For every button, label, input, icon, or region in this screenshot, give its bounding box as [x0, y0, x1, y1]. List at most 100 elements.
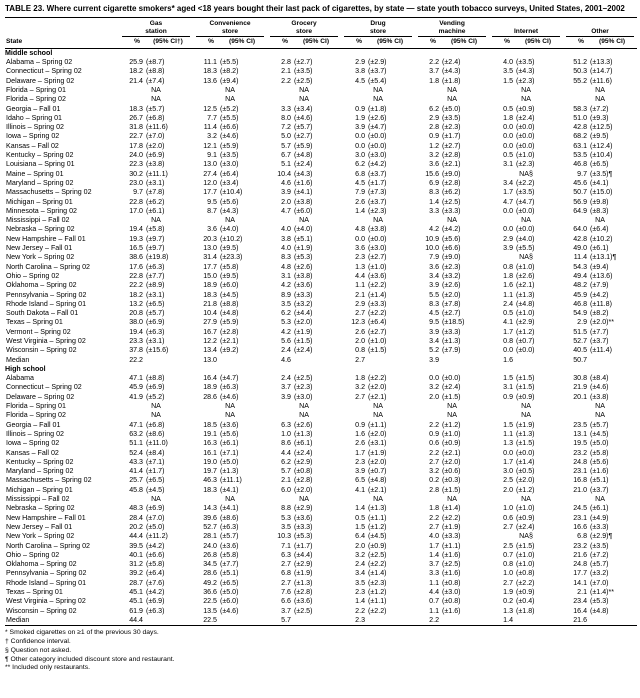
ci-header: (95% CI) — [217, 37, 268, 49]
ci-cell: (±6.5) — [590, 160, 609, 169]
ci-cell: (±1.5) — [294, 336, 313, 345]
ci-cell: (±5.9) — [220, 141, 239, 150]
state-cell: Kansas – Fall 02 — [6, 448, 59, 457]
table-row: Ohio – Spring 02 40.1 (±6.6) 26.8 (±5.8) 6.3(… — [5, 551, 637, 560]
ci-cell: (±3.2) — [442, 271, 461, 280]
ci-cell: (±11.6) — [590, 76, 612, 85]
percent-cell: 7.1 — [281, 541, 292, 550]
percent-cell: 3.4 — [355, 569, 366, 578]
percent-cell: 4.0 — [281, 225, 292, 234]
percent-cell: 63.2 — [129, 429, 143, 438]
percent-cell: 28.6 — [203, 569, 217, 578]
percent-cell: 4.6 — [281, 178, 292, 187]
percent-cell: 24.8 — [573, 457, 588, 466]
ci-cell: (±6.1) — [146, 206, 165, 215]
ci-cell: (±1.6) — [442, 606, 461, 615]
percent-cell: 1.9 — [355, 113, 366, 122]
ci-cell: (±4.5) — [220, 290, 239, 299]
ci-cell: (±6.4) — [368, 318, 387, 327]
ci-cell: (±5.6) — [220, 197, 239, 206]
ci-cell: (±2.7) — [368, 327, 387, 336]
ci-cell: (±5.1) — [294, 234, 313, 243]
percent-cell: 3.3 — [281, 104, 292, 113]
table-row: Nebraska – Spring 02 19.4 (±5.8) 3.6 (±4.0) 4… — [5, 225, 637, 234]
percent-cell: 0.8 — [503, 560, 514, 569]
ci-cell: (±1.5) — [442, 392, 461, 401]
table-row: Nebraska – Spring 02 48.3 (±6.9) 14.3 (±4.1)… — [5, 504, 637, 513]
na-cell: NA — [225, 85, 235, 94]
ci-cell: (±5.1) — [590, 476, 609, 485]
percent-cell: 10.4 — [203, 309, 217, 318]
percent-cell: 0.2 — [503, 597, 514, 606]
ci-cell: (±2.6) — [294, 262, 313, 271]
ci-cell: (±6.8) — [146, 113, 165, 122]
table-row: Oklahoma – Spring 02 31.2 (±5.8) 34.5 (±7.7)… — [5, 560, 637, 569]
percent-cell: 58.3 — [573, 104, 588, 113]
percent-cell: 21.8 — [203, 299, 217, 308]
na-cell: NA — [299, 216, 309, 225]
ci-cell: (±2.1) — [368, 485, 387, 494]
ci-cell: (±1.9) — [294, 569, 313, 578]
state-cell: New York – Spring 02 — [6, 253, 75, 262]
na-cell: NA — [447, 85, 457, 94]
ci-cell: (±2.5) — [294, 606, 313, 615]
ci-cell: (±1.4)** — [590, 588, 615, 596]
percent-cell: 3.7 — [281, 606, 292, 615]
state-cell: Vermont – Spring 02 — [6, 327, 71, 336]
percent-cell: 1.0 — [281, 429, 292, 438]
ci-cell: (±1.6) — [442, 550, 461, 559]
ci-cell: (±4.8) — [220, 309, 239, 318]
ci-cell: (±9.2) — [220, 346, 239, 355]
ci-cell: (±1.2) — [442, 420, 461, 429]
percent-cell: 18.2 — [129, 290, 143, 299]
percent-cell: 24.8 — [573, 560, 588, 569]
ci-cell: (±2.0)** — [590, 318, 615, 327]
na-cell: NA — [373, 95, 383, 104]
state-cell: New Hampshire – Fall 01 — [6, 234, 86, 243]
na-cell: NA — [151, 85, 161, 94]
percent-cell: 44.4 — [129, 532, 143, 541]
ci-cell: (±2.3) — [516, 76, 535, 85]
percent-cell: 1.2 — [429, 141, 440, 150]
state-cell: Connecticut – Spring 02 — [6, 67, 82, 76]
percent-cell: 51.5 — [573, 327, 588, 336]
percent-cell: 11.4 — [573, 253, 588, 262]
ci-cell: (±6.3) — [146, 606, 165, 615]
state-cell: Kentucky – Spring 02 — [6, 151, 74, 160]
percent-cell: 1.7 — [429, 541, 440, 550]
percent-cell: 2.1 — [577, 588, 588, 596]
ci-cell: (±11.4) — [590, 346, 612, 355]
ci-cell: (±5.0) — [220, 588, 239, 596]
ci-cell: (±23.3) — [220, 253, 243, 262]
ci-cell: (±1.5) — [442, 485, 461, 494]
footnote: ¶ Other category included discount store… — [5, 655, 175, 663]
ci-cell: (±1.4) — [368, 569, 387, 578]
ci-cell: (±5.7) — [294, 123, 313, 132]
ci-cell: (±9.4) — [590, 262, 609, 271]
ci-cell: (±2.5) — [294, 374, 313, 383]
ci-cell: (±2.8) — [294, 476, 313, 485]
percent-cell: 5.5 — [429, 290, 440, 299]
percent-cell: 1.9 — [503, 588, 514, 596]
ci-cell: (±3.1) — [368, 439, 387, 448]
state-cell: Maryland – Spring 02 — [6, 178, 74, 187]
percent-cell: 18.3 — [203, 485, 217, 494]
percent-cell: 7.2 — [281, 123, 292, 132]
ci-cell: (±2.4) — [516, 522, 535, 531]
ci-cell: (±4.2) — [146, 588, 165, 596]
ci-cell: (±3.7) — [590, 336, 609, 345]
table-row: South Dakota – Fall 01 20.8 (±5.7) 10.4 (±4.… — [5, 309, 637, 318]
percent-cell: 16.4 — [573, 606, 588, 615]
percent-cell: 1.7 — [503, 188, 514, 197]
percent-cell: 8.6 — [281, 439, 292, 448]
state-cell: Florida – Spring 02 — [6, 95, 66, 104]
ci-cell: (±1.6) — [294, 178, 313, 187]
percent-cell: 2.8 — [429, 485, 440, 494]
ci-cell: (±8.4) — [590, 374, 609, 383]
percent-cell: 2.5 — [503, 541, 514, 550]
state-cell: Massachusetts – Spring 02 — [6, 476, 92, 485]
percent-cell: 4.8 — [355, 225, 366, 234]
footnote: § Question not asked. — [5, 646, 72, 654]
percent-cell: 12.2 — [203, 336, 217, 345]
ci-cell: (±3.8) — [294, 197, 313, 206]
